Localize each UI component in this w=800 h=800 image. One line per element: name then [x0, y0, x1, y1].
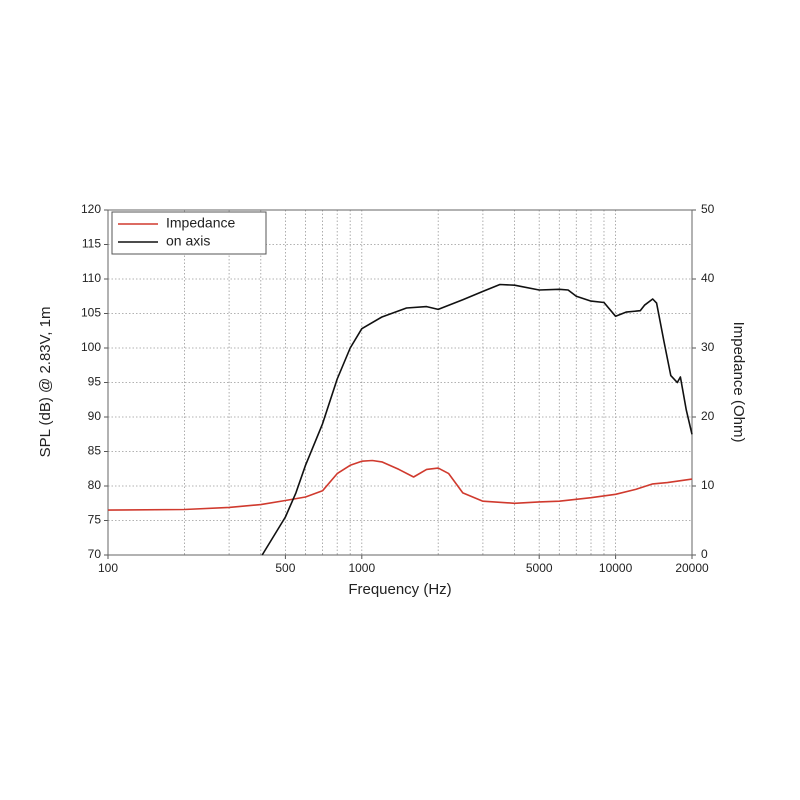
legend-label: Impedance	[166, 215, 235, 231]
y-tick-label: 100	[81, 340, 101, 354]
y-tick-label: 90	[88, 409, 102, 423]
y-tick-label: 80	[88, 478, 102, 492]
y-tick-label: 95	[88, 375, 102, 389]
y2-tick-label: 30	[701, 340, 715, 354]
y-tick-label: 120	[81, 202, 101, 216]
x-axis-label: Frequency (Hz)	[348, 581, 451, 598]
y-tick-label: 75	[88, 513, 102, 527]
legend-label: on axis	[166, 233, 210, 249]
data-line	[107, 459, 693, 511]
x-tick-label: 10000	[599, 561, 633, 575]
legend-box	[111, 211, 267, 255]
y2-tick-label: 20	[701, 409, 715, 423]
x-tick-label: 100	[98, 561, 118, 575]
y-tick-label: 85	[88, 444, 102, 458]
x-tick-label: 20000	[675, 561, 709, 575]
y2-tick-label: 50	[701, 202, 715, 216]
y-tick-label: 105	[81, 306, 101, 320]
y2-tick-label: 40	[701, 271, 715, 285]
x-tick-label: 500	[275, 561, 295, 575]
y2-tick-label: 0	[701, 547, 708, 561]
y2-axis-label: Impedance (Ohm)	[730, 322, 747, 443]
y-tick-label: 110	[82, 271, 101, 285]
x-tick-label: 5000	[526, 561, 553, 575]
data-line	[261, 283, 693, 556]
y2-tick-label: 10	[701, 478, 715, 492]
y-tick-label: 70	[88, 547, 102, 561]
plot-frame	[107, 209, 693, 556]
y-axis-label: SPL (dB) @ 2.83V, 1m	[37, 307, 54, 458]
x-tick-label: 1000	[348, 561, 375, 575]
y-tick-label: 115	[82, 237, 101, 251]
